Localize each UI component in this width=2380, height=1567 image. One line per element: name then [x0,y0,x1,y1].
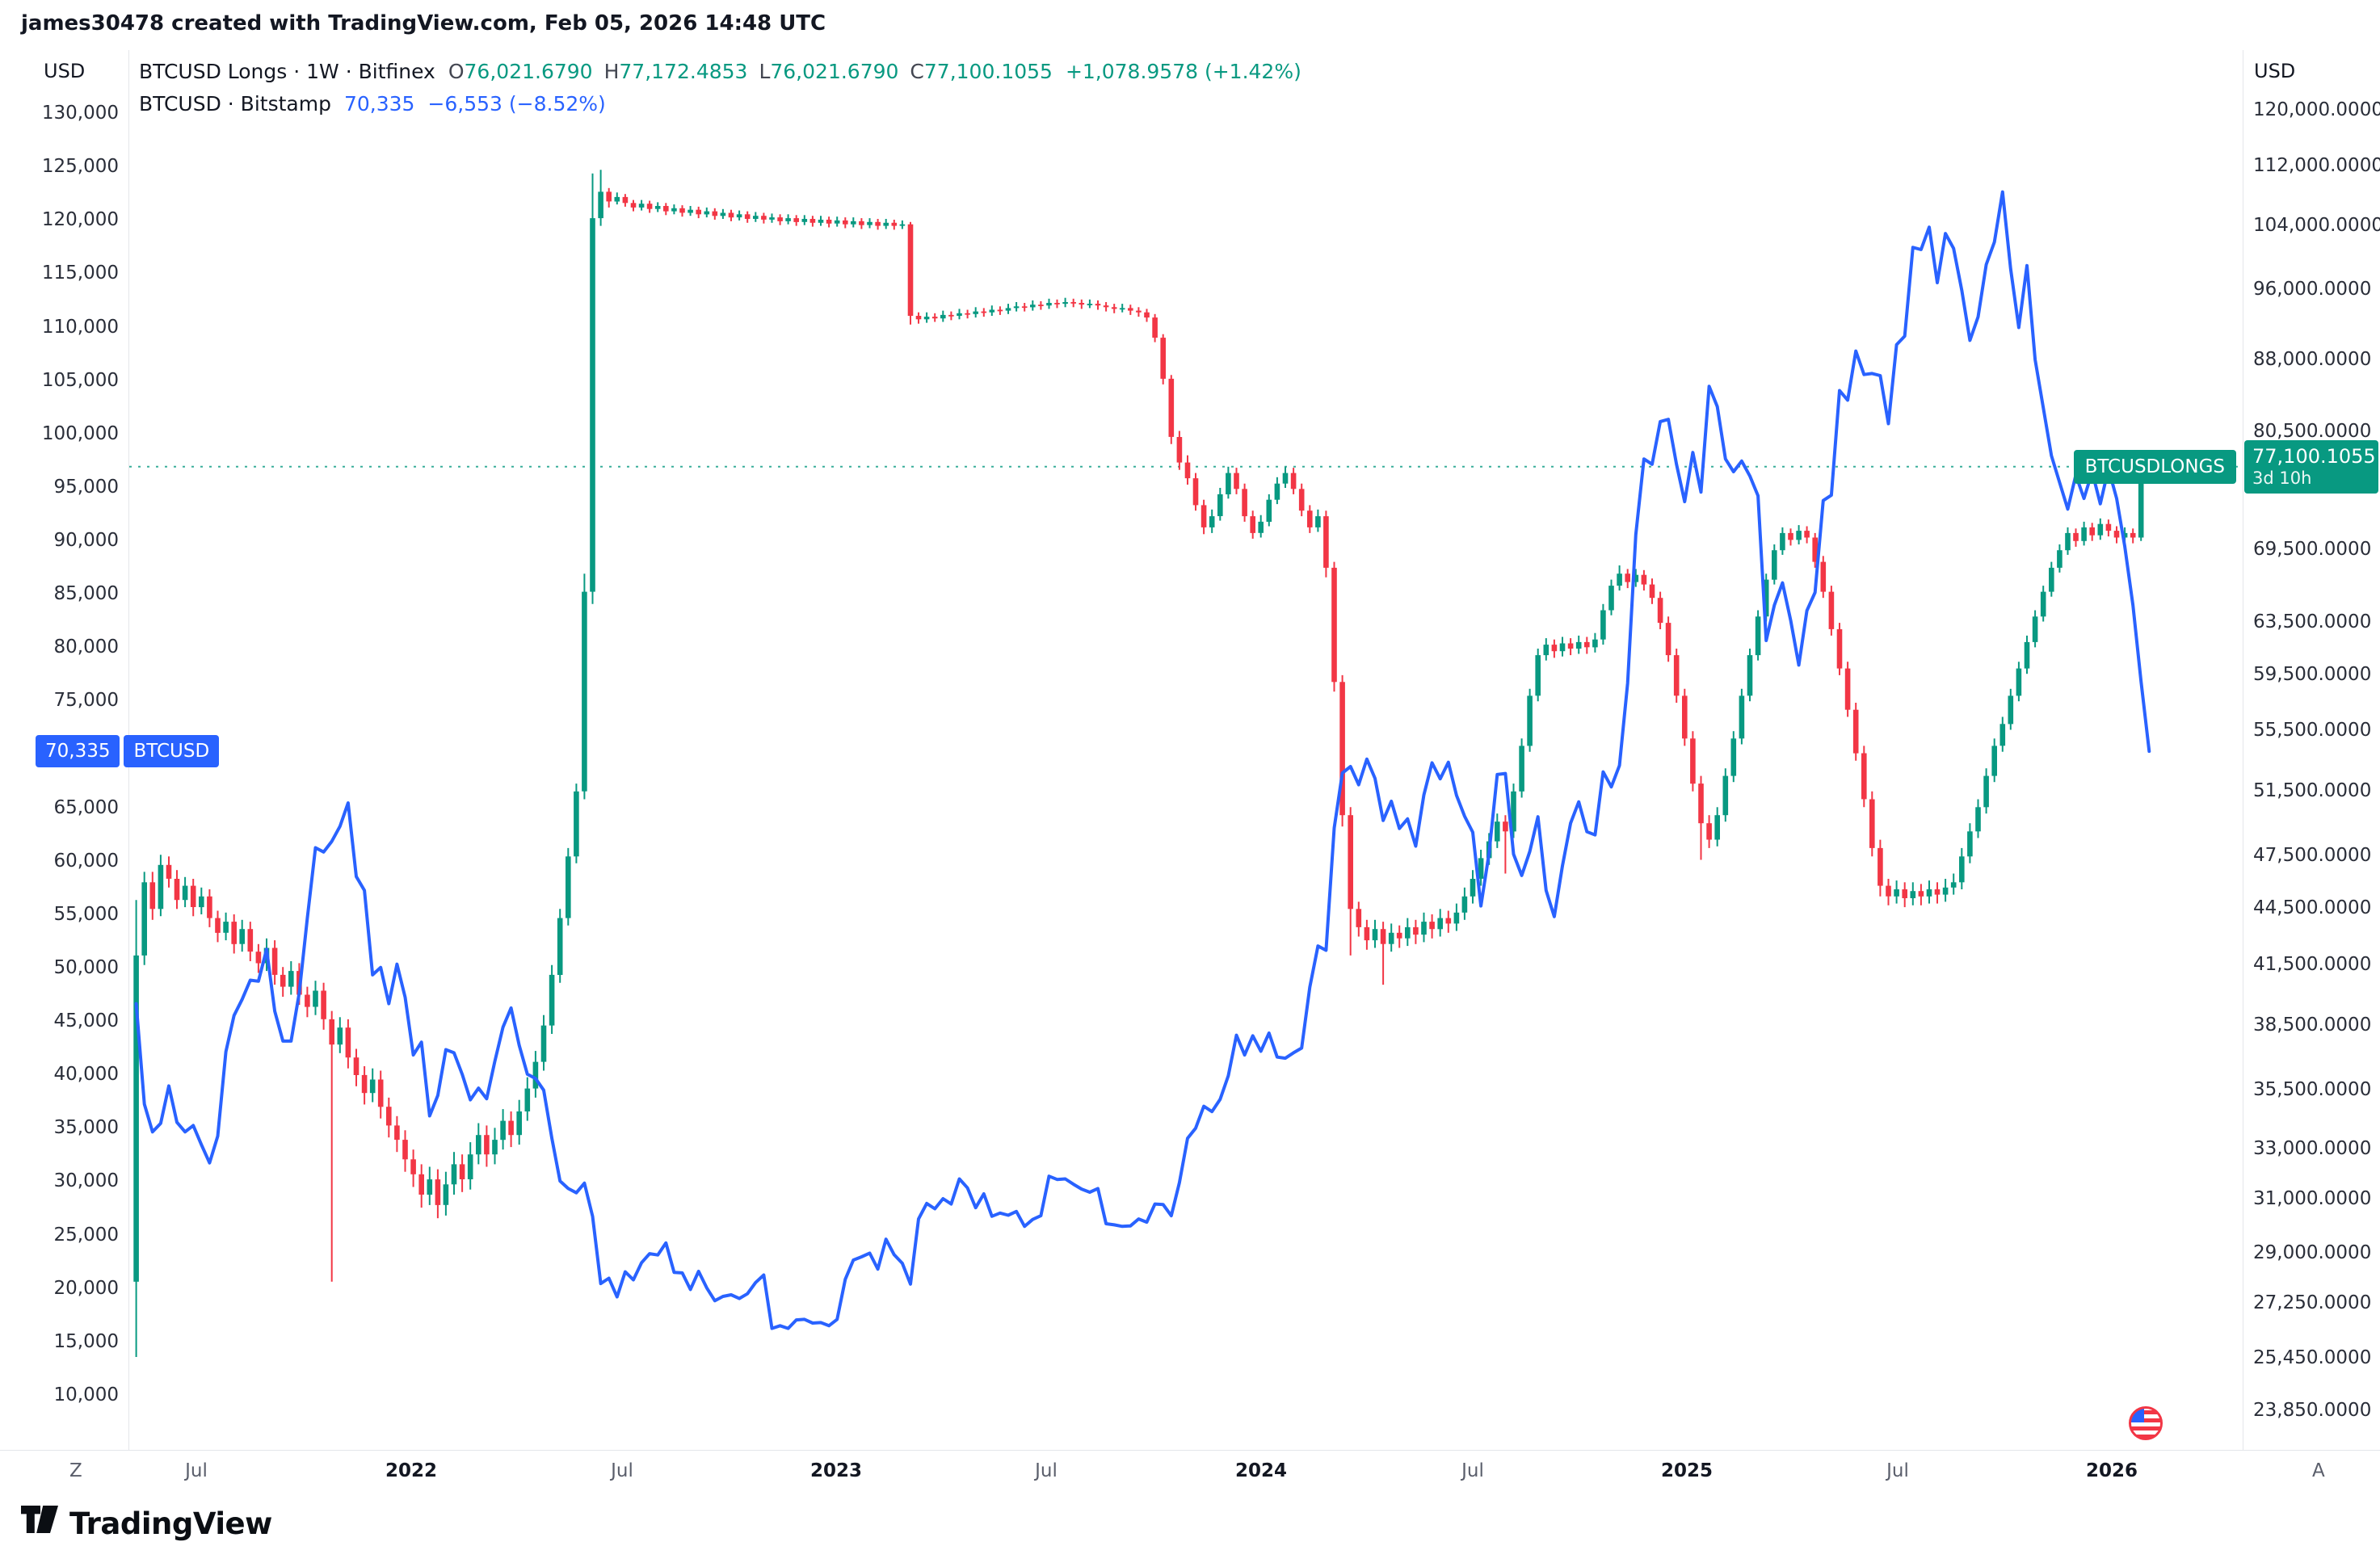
right-axis-tick: 112,000.0000 [2253,155,2380,176]
right-axis-tick: 80,500.0000 [2253,421,2372,442]
btcusd-price-label-group: 70,335 BTCUSD [36,735,220,767]
right-axis-tick: 23,850.0000 [2253,1400,2372,1421]
left-axis-tick: 15,000 [53,1331,119,1352]
legend: BTCUSD Longs · 1W · Bitfinex O76,021.679… [139,55,1301,120]
left-axis-tick: 30,000 [53,1170,119,1191]
left-axis-tick: 80,000 [53,636,119,657]
time-axis[interactable]: Z A Jul 2022 Jul 2023 Jul 2024 Jul 2025 Jul 2026 [0,1450,2380,1496]
tradingview-logo-icon[interactable] [21,1506,58,1541]
right-axis-tick: 69,500.0000 [2253,539,2372,560]
ohlc-low-label: L [759,59,771,83]
right-axis-tick: 96,000.0000 [2253,279,2372,300]
left-price-axis[interactable]: 130,000 125,000 120,000 115,000 110,000 105,0… [0,50,129,1450]
right-axis-tick: 35,500.0000 [2253,1079,2372,1100]
right-axis-tick: 47,500.0000 [2253,845,2372,866]
left-axis-tick: 55,000 [53,904,119,925]
btcusd-price-label: 70,335 [36,735,120,767]
auto-scale-button[interactable]: A [2312,1460,2325,1481]
left-axis-tick: 60,000 [53,851,119,872]
right-axis-tick: 33,000.0000 [2253,1138,2372,1159]
left-axis-tick: 40,000 [53,1064,119,1085]
us-flag-event-icon[interactable] [2128,1405,2163,1444]
left-axis-tick: 20,000 [53,1278,119,1299]
right-axis-tick: 44,500.0000 [2253,897,2372,918]
time-axis-label: 2022 [385,1460,438,1481]
right-axis-tick: 55,500.0000 [2253,720,2372,741]
left-axis-tick: 115,000 [41,263,119,284]
right-axis-tick: 88,000.0000 [2253,349,2372,370]
right-axis-tick: 63,500.0000 [2253,611,2372,632]
legend-row-btcusd: BTCUSD · Bitstamp 70,335 −6,553 (−8.52%) [139,87,1301,120]
left-axis-tick: 65,000 [53,797,119,818]
ohlc-high-label: H [603,59,620,83]
left-axis-tick: 125,000 [41,156,119,177]
tradingview-wordmark[interactable]: TradingView [69,1506,272,1541]
right-axis-tick: 31,000.0000 [2253,1188,2372,1209]
right-axis-currency-label[interactable]: USD [2254,60,2296,82]
time-axis-label: 2026 [2085,1460,2138,1481]
ohlc-close-value: 77,100.1055 [923,59,1053,83]
left-axis-tick: 120,000 [41,209,119,230]
series1-ohlc: O76,021.6790 H77,172.4853 L76,021.6790 C… [448,60,1053,83]
ohlc-low-value: 76,021.6790 [770,59,899,83]
ohlc-high-value: 77,172.4853 [619,59,748,83]
left-axis-tick: 35,000 [53,1117,119,1138]
right-axis-tick: 25,450.0000 [2253,1347,2372,1368]
time-axis-label: 2023 [809,1460,863,1481]
ohlc-open-value: 76,021.6790 [464,59,593,83]
attribution-bar: james30478 created with TradingView.com,… [21,11,826,36]
footer: TradingView [21,1506,272,1541]
right-axis-tick: 120,000.0000 [2253,99,2380,120]
left-axis-tick: 130,000 [41,103,119,124]
btcusdlongs-symbol-tag: BTCUSDLONGS [2073,450,2236,484]
timezone-button[interactable]: Z [69,1460,82,1481]
left-axis-tick: 105,000 [41,370,119,391]
btcusdlongs-price-value: 77,100.1055 [2252,445,2376,468]
left-axis-tick: 10,000 [53,1384,119,1405]
right-axis-tick: 38,500.0000 [2253,1015,2372,1036]
left-axis-tick: 100,000 [41,423,119,444]
time-axis-label: 2025 [1660,1460,1714,1481]
time-axis-label: 2024 [1234,1460,1288,1481]
time-axis-label: Jul [1886,1460,1909,1481]
right-axis-tick: 59,500.0000 [2253,664,2372,685]
right-axis-tick: 27,250.0000 [2253,1292,2372,1313]
left-axis-tick: 85,000 [53,583,119,604]
right-axis-tick: 51,500.0000 [2253,780,2372,801]
left-axis-tick: 95,000 [53,477,119,498]
right-axis-tick: 41,500.0000 [2253,954,2372,975]
time-axis-label: Jul [1461,1460,1484,1481]
time-axis-label: Jul [1035,1460,1058,1481]
left-axis-currency-label[interactable]: USD [44,60,86,82]
legend-row-longs: BTCUSD Longs · 1W · Bitfinex O76,021.679… [139,55,1301,87]
time-axis-label: Jul [185,1460,208,1481]
series2-change: −6,553 (−8.52%) [427,91,606,116]
series1-title[interactable]: BTCUSD Longs · 1W · Bitfinex [139,59,435,83]
ohlc-close-label: C [910,59,924,83]
left-axis-tick: 75,000 [53,690,119,711]
ohlc-open-label: O [448,59,465,83]
left-axis-tick: 50,000 [53,957,119,978]
left-axis-tick: 25,000 [53,1225,119,1246]
bar-countdown: 3d 10h [2252,468,2312,488]
series2-title[interactable]: BTCUSD · Bitstamp [139,91,331,116]
left-axis-tick: 45,000 [53,1010,119,1031]
left-axis-tick: 90,000 [53,530,119,551]
time-axis-label: Jul [611,1460,633,1481]
right-price-axis[interactable]: 120,000.0000 112,000.0000 104,000.0000 96,0… [2243,50,2380,1450]
right-axis-tick: 29,000.0000 [2253,1242,2372,1263]
series1-change: +1,078.9578 (+1.42%) [1065,59,1301,83]
series2-value: 70,335 [343,91,415,116]
btcusd-symbol-tag: BTCUSD [124,735,220,767]
btcusdlongs-price-label: 77,100.1055 3d 10h [2244,440,2378,494]
left-axis-tick: 110,000 [41,317,119,338]
right-axis-tick: 104,000.0000 [2253,215,2380,236]
price-chart-plot[interactable] [129,50,2242,1450]
